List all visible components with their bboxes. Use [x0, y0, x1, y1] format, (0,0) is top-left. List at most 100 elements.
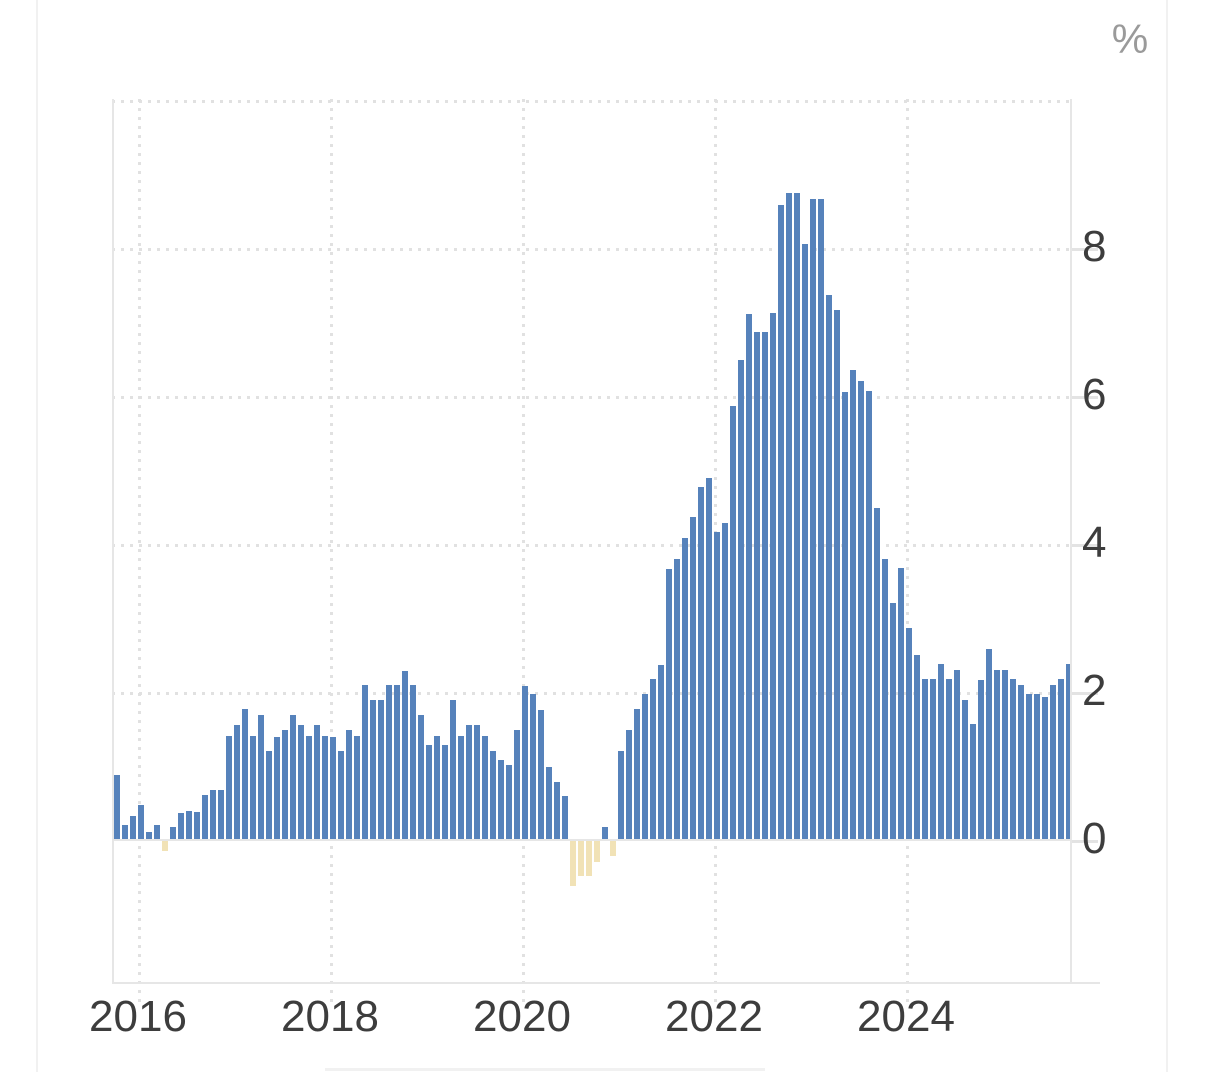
bar-2024-01[interactable]: [906, 628, 912, 840]
bar-2015-12[interactable]: [130, 816, 136, 840]
bar-2020-05[interactable]: [554, 782, 560, 840]
bar-2021-08[interactable]: [674, 559, 680, 840]
bar-2025-02[interactable]: [1010, 679, 1016, 840]
bar-2024-12[interactable]: [994, 670, 1000, 840]
bar-2023-01[interactable]: [810, 199, 816, 840]
bar-2017-07[interactable]: [282, 730, 288, 840]
bar-2024-07[interactable]: [954, 670, 960, 840]
bar-2019-09[interactable]: [490, 751, 496, 840]
bar-2017-12[interactable]: [322, 736, 328, 840]
bar-2018-06[interactable]: [370, 700, 376, 840]
bar-2016-03[interactable]: [154, 825, 160, 840]
bar-2019-07[interactable]: [474, 725, 480, 840]
bar-2017-04[interactable]: [258, 715, 264, 840]
bar-2023-11[interactable]: [890, 603, 896, 840]
bar-2019-11[interactable]: [506, 765, 512, 840]
bar-2024-04[interactable]: [930, 679, 936, 840]
bar-2025-03[interactable]: [1018, 685, 1024, 840]
bar-2021-10[interactable]: [690, 517, 696, 840]
bar-2016-11[interactable]: [218, 790, 224, 840]
bar-2015-11[interactable]: [122, 825, 128, 840]
bar-2018-11[interactable]: [410, 685, 416, 840]
bar-2018-04[interactable]: [354, 736, 360, 840]
bar-2019-12[interactable]: [514, 730, 520, 840]
bar-2021-04[interactable]: [642, 694, 648, 840]
bar-2020-02[interactable]: [530, 694, 536, 840]
bar-2024-05[interactable]: [938, 664, 944, 840]
bar-2025-08[interactable]: [1058, 679, 1064, 840]
bar-2022-06[interactable]: [754, 332, 760, 840]
bar-2023-09[interactable]: [874, 508, 880, 840]
bar-2017-02[interactable]: [242, 709, 248, 840]
bar-2018-07[interactable]: [378, 700, 384, 840]
bar-2022-11[interactable]: [794, 193, 800, 840]
bar-2024-10[interactable]: [978, 680, 984, 840]
bar-2023-07[interactable]: [858, 381, 864, 840]
bar-2021-03[interactable]: [634, 709, 640, 840]
bar-2019-02[interactable]: [434, 736, 440, 840]
bar-2023-05[interactable]: [842, 392, 848, 840]
bar-2016-12[interactable]: [226, 736, 232, 840]
bar-2023-06[interactable]: [850, 370, 856, 840]
bar-2022-04[interactable]: [738, 360, 744, 840]
bar-2020-07[interactable]: [570, 841, 576, 886]
bar-2022-02[interactable]: [722, 523, 728, 840]
bar-2022-05[interactable]: [746, 314, 752, 840]
bar-2022-10[interactable]: [786, 193, 792, 840]
bar-2022-07[interactable]: [762, 332, 768, 840]
bar-2017-01[interactable]: [234, 725, 240, 840]
bar-2020-04[interactable]: [546, 767, 552, 840]
bar-2018-03[interactable]: [346, 730, 352, 840]
bar-2016-04[interactable]: [162, 841, 168, 851]
bar-2017-08[interactable]: [290, 715, 296, 840]
bar-2019-06[interactable]: [466, 725, 472, 840]
bar-2020-08[interactable]: [578, 841, 584, 876]
bar-2016-02[interactable]: [146, 832, 152, 840]
bar-2021-12[interactable]: [706, 478, 712, 840]
bar-2021-01[interactable]: [618, 751, 624, 840]
bar-2020-09[interactable]: [586, 841, 592, 876]
bar-2017-11[interactable]: [314, 725, 320, 840]
bar-2021-11[interactable]: [698, 487, 704, 840]
bar-2020-06[interactable]: [562, 796, 568, 840]
bar-2022-01[interactable]: [714, 532, 720, 840]
bar-2022-03[interactable]: [730, 406, 736, 840]
bar-2019-03[interactable]: [442, 745, 448, 840]
bar-2017-10[interactable]: [306, 736, 312, 840]
bar-2025-01[interactable]: [1002, 670, 1008, 840]
bar-2016-01[interactable]: [138, 805, 144, 840]
bar-2024-08[interactable]: [962, 700, 968, 840]
bar-2025-05[interactable]: [1034, 694, 1040, 840]
bar-2018-05[interactable]: [362, 685, 368, 840]
bar-2023-08[interactable]: [866, 391, 872, 840]
bar-2019-10[interactable]: [498, 760, 504, 840]
bar-2024-09[interactable]: [970, 724, 976, 840]
bar-2018-08[interactable]: [386, 685, 392, 840]
bar-2021-06[interactable]: [658, 665, 664, 840]
bar-2019-04[interactable]: [450, 700, 456, 840]
bar-2016-07[interactable]: [186, 811, 192, 840]
bar-2022-08[interactable]: [770, 313, 776, 840]
bar-2017-09[interactable]: [298, 725, 304, 840]
bar-2017-06[interactable]: [274, 737, 280, 840]
bar-2023-10[interactable]: [882, 559, 888, 840]
bar-2024-11[interactable]: [986, 649, 992, 840]
bar-2021-09[interactable]: [682, 538, 688, 840]
bar-2019-08[interactable]: [482, 736, 488, 840]
bar-2024-06[interactable]: [946, 679, 952, 840]
bar-2023-04[interactable]: [834, 310, 840, 840]
bar-2025-09[interactable]: [1066, 664, 1072, 840]
bar-2025-06[interactable]: [1042, 697, 1048, 840]
bar-2019-01[interactable]: [426, 745, 432, 840]
bar-2018-09[interactable]: [394, 685, 400, 840]
bar-2016-06[interactable]: [178, 813, 184, 840]
bar-2015-10[interactable]: [114, 775, 120, 840]
bar-2018-12[interactable]: [418, 715, 424, 840]
bar-2016-10[interactable]: [210, 790, 216, 840]
bar-2018-02[interactable]: [338, 751, 344, 840]
bar-2024-03[interactable]: [922, 679, 928, 840]
bar-2025-04[interactable]: [1026, 694, 1032, 840]
bar-2020-11[interactable]: [602, 827, 608, 840]
bar-2017-05[interactable]: [266, 751, 272, 840]
bar-2016-08[interactable]: [194, 812, 200, 840]
